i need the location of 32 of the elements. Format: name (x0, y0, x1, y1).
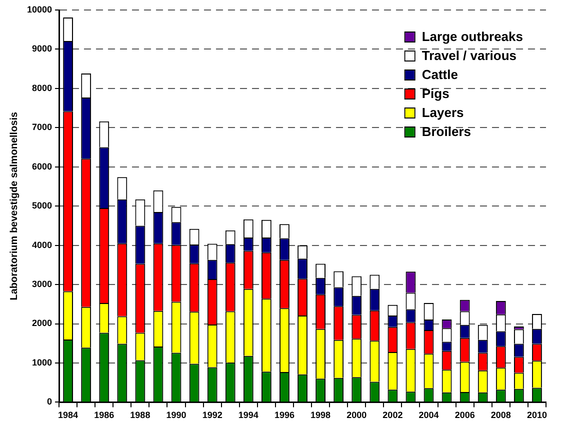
x-tick-label: 2000 (346, 410, 367, 420)
legend-label: Pigs (422, 86, 450, 102)
x-tick-label: 2004 (418, 410, 439, 420)
x-tick-label: 1988 (130, 410, 150, 420)
y-axis-title: Laboratorium bevestigde salmonellosis (8, 111, 20, 300)
x-tick-label: 2008 (490, 410, 511, 420)
x-tick-label: 1994 (238, 410, 258, 420)
y-tick-label: 9000 (32, 44, 52, 54)
x-tick-label: 1984 (58, 410, 78, 420)
legend-label: Broilers (422, 124, 471, 140)
y-tick-label: 5000 (32, 200, 52, 211)
y-tick-label: 2000 (32, 318, 52, 328)
x-tick-label: 1986 (94, 410, 114, 420)
y-tick-label: 1000 (32, 357, 52, 368)
y-tick-label: 3000 (32, 279, 52, 290)
y-tick-label: 8000 (32, 82, 52, 93)
x-tick-label: 2006 (454, 410, 475, 420)
y-tick-label: 6000 (32, 161, 52, 172)
y-tick-label: 4000 (32, 240, 52, 250)
y-tick-label: 10000 (26, 4, 52, 14)
legend-label: Cattle (422, 67, 458, 82)
legend-label: Large outbreaks (422, 29, 524, 44)
x-tick-label: 1996 (274, 410, 294, 420)
x-tick-label: 1992 (202, 410, 222, 420)
x-tick-label: 2002 (382, 410, 403, 420)
y-tick-label: 7000 (32, 122, 52, 132)
x-tick-label: 2010 (526, 410, 547, 420)
legend-label: Travel / various (422, 48, 517, 64)
legend-label: Layers (422, 105, 464, 120)
y-tick-label: 0 (47, 396, 52, 407)
x-tick-label: 1990 (166, 410, 186, 420)
x-tick-label: 1998 (310, 410, 331, 420)
